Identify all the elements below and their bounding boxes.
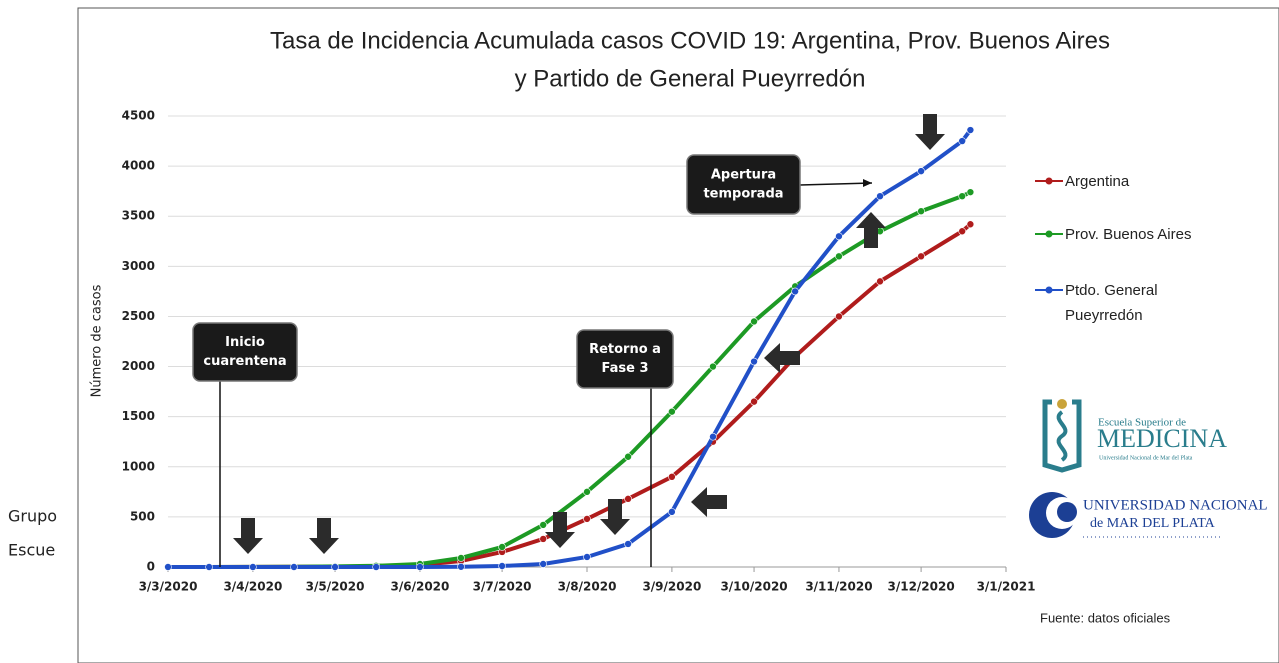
y-tick-label: 0 <box>147 560 155 574</box>
legend-marker <box>1045 177 1053 185</box>
annotation-box <box>576 329 674 389</box>
logo-text: UNIVERSIDAD NACIONAL <box>1083 497 1268 513</box>
data-point <box>958 137 966 145</box>
data-point <box>539 521 547 529</box>
annotation-text: Fase 3 <box>601 361 648 376</box>
data-point <box>249 563 257 571</box>
data-point <box>624 540 632 548</box>
data-point <box>668 407 676 416</box>
data-point <box>966 126 975 134</box>
annotation-text: Retorno a <box>589 342 661 357</box>
data-point <box>583 488 591 496</box>
x-tick-label: 3/1/2021 <box>977 580 1036 594</box>
annotation-text: Apertura <box>711 168 776 183</box>
data-point <box>750 317 758 326</box>
side-text: Escue <box>8 541 55 560</box>
data-point <box>539 535 547 543</box>
logo-universidad: UNIVERSIDAD NACIONAL de MAR DEL PLATA <box>1029 492 1268 538</box>
legend-marker <box>1045 230 1053 238</box>
y-tick-label: 500 <box>130 509 155 523</box>
logo-medicina: Escuela Superior de MEDICINA Universidad… <box>1042 399 1227 473</box>
data-point <box>498 543 506 551</box>
x-tick-label: 3/8/2020 <box>558 580 617 594</box>
y-tick-label: 2500 <box>122 309 155 323</box>
data-point <box>498 562 506 570</box>
data-point <box>966 188 975 196</box>
annotation-arrowhead <box>863 179 872 187</box>
data-point <box>750 397 758 406</box>
y-tick-label: 3000 <box>122 259 155 273</box>
data-point <box>205 563 213 571</box>
side-text: Grupo <box>8 507 57 526</box>
data-point <box>750 357 758 366</box>
logo-text: de MAR DEL PLATA <box>1090 516 1216 531</box>
chart-title: y Partido de General Pueyrredón <box>515 65 866 92</box>
data-point <box>835 312 843 321</box>
annotation-line <box>799 182 873 186</box>
data-point <box>457 554 465 562</box>
data-point <box>539 560 547 568</box>
logo-text: Escuela Superior de <box>1098 417 1186 429</box>
legend-label: Ptdo. General Pueyrredón <box>1065 281 1158 324</box>
annotation-box <box>686 154 801 215</box>
data-point <box>668 508 676 516</box>
data-point <box>416 563 424 571</box>
y-tick-label: 1500 <box>122 409 155 423</box>
data-point <box>583 515 591 523</box>
data-point <box>457 562 465 571</box>
legend-label: Argentina <box>1065 172 1130 190</box>
data-point <box>791 287 799 296</box>
x-tick-label: 3/12/2020 <box>887 580 954 594</box>
data-point <box>835 232 843 241</box>
data-point <box>583 553 591 561</box>
data-point <box>290 563 298 571</box>
data-point <box>835 252 843 261</box>
plot: Tasa de Incidencia Acumulada casos COVID… <box>90 27 1111 593</box>
data-point <box>331 563 339 571</box>
data-point <box>624 452 632 461</box>
data-point <box>668 472 676 481</box>
x-tick-label: 3/4/2020 <box>223 580 282 594</box>
data-point <box>709 362 717 371</box>
y-tick-label: 3500 <box>122 209 155 223</box>
x-tick-label: 3/7/2020 <box>473 580 532 594</box>
annotation-box <box>192 322 298 382</box>
data-point <box>917 167 925 175</box>
legend-marker <box>1045 286 1053 294</box>
data-point <box>917 207 925 216</box>
y-axis-label: Número de casos <box>90 284 105 397</box>
data-point <box>958 227 966 236</box>
data-point <box>966 220 975 229</box>
annotation-text: temporada <box>703 187 783 202</box>
legend-label: Prov. Buenos Aires <box>1065 225 1192 243</box>
data-point <box>709 432 717 441</box>
chart-title: Tasa de Incidencia Acumulada casos COVID… <box>270 27 1110 54</box>
data-point <box>164 563 172 571</box>
logo-text: Universidad Nacional de Mar del Plata <box>1099 455 1193 461</box>
data-point <box>876 277 884 286</box>
y-tick-label: 1000 <box>122 459 155 473</box>
logo-text: MEDICINA <box>1097 424 1227 453</box>
y-tick-label: 2000 <box>122 359 155 373</box>
x-tick-label: 3/10/2020 <box>720 580 787 594</box>
x-tick-label: 3/3/2020 <box>139 580 198 594</box>
x-tick-label: 3/9/2020 <box>642 580 701 594</box>
x-tick-label: 3/5/2020 <box>306 580 365 594</box>
annotation-text: Inicio <box>225 335 265 350</box>
y-tick-label: 4500 <box>122 109 155 123</box>
x-tick-label: 3/11/2020 <box>805 580 872 594</box>
annotation-text: cuarentena <box>203 354 286 369</box>
x-tick-label: 3/6/2020 <box>391 580 450 594</box>
data-point <box>917 252 925 261</box>
data-point <box>372 563 380 571</box>
y-tick-label: 4000 <box>122 159 155 173</box>
data-point <box>876 192 884 200</box>
data-point <box>624 495 632 503</box>
source: Fuente: datos oficiales <box>1040 610 1171 625</box>
data-point <box>958 192 966 200</box>
